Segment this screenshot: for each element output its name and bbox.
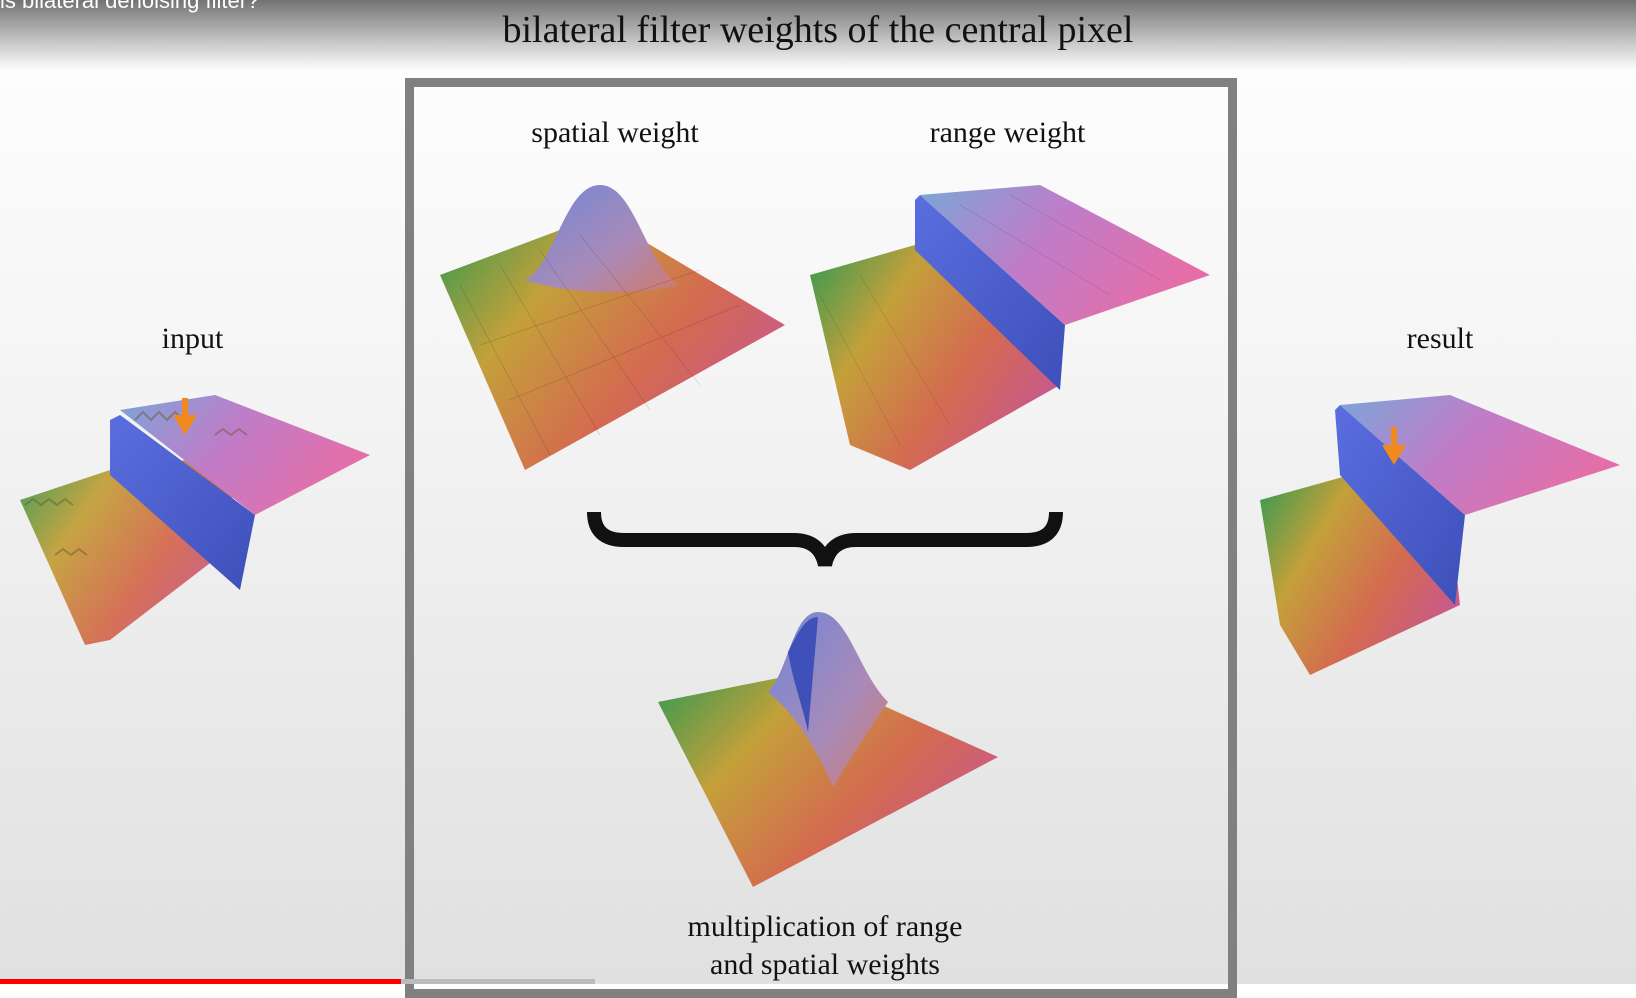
input-plot bbox=[20, 395, 370, 645]
video-progress-fill[interactable] bbox=[0, 979, 401, 984]
curly-brace-icon bbox=[587, 511, 1063, 567]
input-label: input bbox=[161, 322, 224, 355]
result-arrow-icon bbox=[1382, 427, 1406, 465]
multiplication-label-line1: multiplication of range bbox=[687, 910, 963, 943]
result-plot bbox=[1260, 395, 1620, 675]
range-weight-plot bbox=[810, 185, 1210, 470]
spatial-weight-plot bbox=[440, 185, 785, 470]
video-top-overlay: is bilateral denoising filter? bbox=[0, 0, 1636, 70]
video-title[interactable]: is bilateral denoising filter? bbox=[0, 0, 260, 13]
range-weight-label: range weight bbox=[929, 116, 1086, 149]
spatial-weight-label: spatial weight bbox=[531, 116, 699, 149]
slide-title: bilateral filter weights of the central … bbox=[502, 9, 1134, 51]
multiplication-plot bbox=[658, 612, 998, 887]
multiplication-label: multiplication of range and spatial weig… bbox=[640, 908, 1010, 984]
result-label: result bbox=[1406, 322, 1474, 355]
multiplication-label-line2: and spatial weights bbox=[710, 948, 940, 981]
input-arrow-icon bbox=[173, 398, 197, 435]
